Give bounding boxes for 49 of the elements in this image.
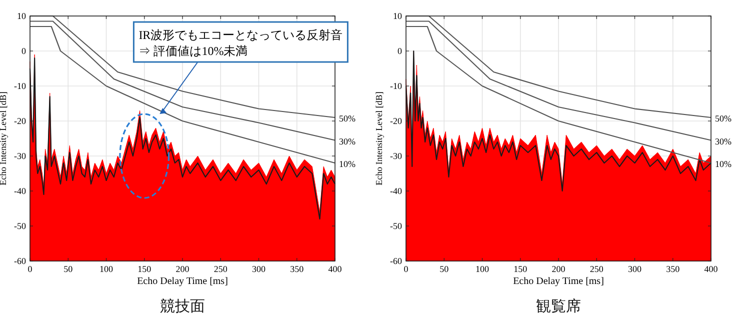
y-tick-label: -30	[390, 151, 402, 161]
annotation: IR波形でもエコーとなっている反射音 ⇒ 評価値は10%未満	[138, 28, 343, 58]
x-axis-title: Echo Delay Time [ms]	[513, 276, 604, 287]
x-tick-label: 300	[628, 264, 642, 274]
y-tick-label: -30	[14, 151, 26, 161]
x-axis-title: Echo Delay Time [ms]	[137, 276, 228, 287]
x-tick-label: 400	[704, 264, 718, 274]
y-tick-label: 0	[398, 46, 402, 56]
y-tick-label: -60	[14, 256, 26, 266]
series-label: 10%	[339, 159, 356, 169]
x-tick-label: 350	[666, 264, 680, 274]
x-tick-label: 250	[590, 264, 604, 274]
series-label: 30%	[715, 136, 732, 146]
y-tick-label: 0	[22, 46, 26, 56]
x-tick-label: 300	[252, 264, 266, 274]
y-axis-title: Echo Intensity Level [dB]	[374, 92, 384, 186]
series-label: 10%	[715, 159, 732, 169]
x-tick-label: 50	[64, 264, 74, 274]
y-tick-label: -20	[14, 116, 26, 126]
y-tick-label: -20	[390, 116, 402, 126]
x-tick-label: 150	[514, 264, 528, 274]
text: 観覧席	[536, 298, 581, 315]
y-axis-title: Echo Intensity Level [dB]	[0, 92, 8, 186]
y-tick-label: -10	[14, 81, 26, 91]
x-tick-label: 0	[28, 264, 33, 274]
y-tick-label: -40	[390, 186, 402, 196]
y-tick-label: -60	[390, 256, 402, 266]
x-tick-label: 400	[328, 264, 342, 274]
x-tick-label: 200	[552, 264, 566, 274]
text: 競技面	[160, 298, 205, 315]
y-tick-label: -40	[14, 186, 26, 196]
y-tick-label: -50	[390, 221, 402, 231]
y-tick-label: -50	[14, 221, 26, 231]
x-tick-label: 350	[290, 264, 304, 274]
series-label: 30%	[339, 136, 356, 146]
series-label: 50%	[339, 114, 356, 124]
x-tick-label: 50	[440, 264, 450, 274]
x-tick-label: 100	[476, 264, 490, 274]
y-tick-label: 10	[393, 11, 402, 21]
x-tick-label: 100	[100, 264, 114, 274]
x-tick-label: 250	[214, 264, 228, 274]
line-series	[405, 20, 712, 141]
series-label: 50%	[715, 114, 732, 124]
y-tick-label: 10	[17, 11, 26, 21]
x-tick-label: 150	[138, 264, 152, 274]
x-tick-label: 200	[176, 264, 190, 274]
x-tick-label: 0	[404, 264, 409, 274]
y-tick-label: -10	[390, 81, 402, 91]
line-series	[405, 26, 712, 164]
